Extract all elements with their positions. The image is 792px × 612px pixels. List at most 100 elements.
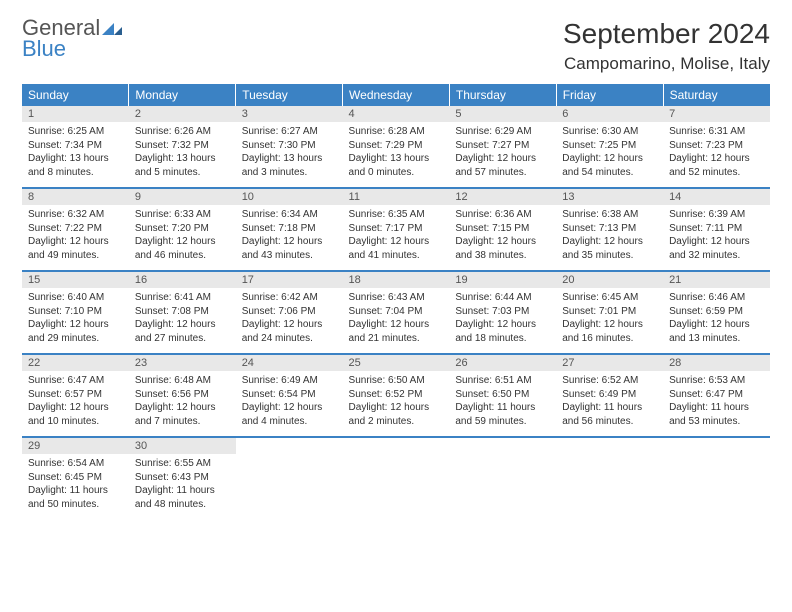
day-cell: Sunrise: 6:25 AMSunset: 7:34 PMDaylight:… — [22, 122, 129, 188]
daylight-text: Daylight: 13 hours — [349, 152, 444, 166]
sunset-text: Sunset: 7:20 PM — [135, 222, 230, 236]
daylight-text: Daylight: 12 hours — [28, 318, 123, 332]
daylight-text: and 46 minutes. — [135, 249, 230, 263]
day-cell: Sunrise: 6:55 AMSunset: 6:43 PMDaylight:… — [129, 454, 236, 519]
sunset-text: Sunset: 7:13 PM — [562, 222, 657, 236]
day-cell: Sunrise: 6:44 AMSunset: 7:03 PMDaylight:… — [449, 288, 556, 354]
sunset-text: Sunset: 7:08 PM — [135, 305, 230, 319]
day-number: 8 — [22, 188, 129, 205]
daynum-row: 15161718192021 — [22, 271, 770, 288]
daylight-text: and 48 minutes. — [135, 498, 230, 512]
sunrise-text: Sunrise: 6:27 AM — [242, 125, 337, 139]
day-cell: Sunrise: 6:30 AMSunset: 7:25 PMDaylight:… — [556, 122, 663, 188]
day-number: 17 — [236, 271, 343, 288]
sunrise-text: Sunrise: 6:47 AM — [28, 374, 123, 388]
sunset-text: Sunset: 7:34 PM — [28, 139, 123, 153]
weekday-header-row: Sunday Monday Tuesday Wednesday Thursday… — [22, 84, 770, 106]
sunrise-text: Sunrise: 6:48 AM — [135, 374, 230, 388]
day-number: 12 — [449, 188, 556, 205]
day-cell: Sunrise: 6:26 AMSunset: 7:32 PMDaylight:… — [129, 122, 236, 188]
daylight-text: and 10 minutes. — [28, 415, 123, 429]
weekday-header: Wednesday — [343, 84, 450, 106]
daylight-text: and 3 minutes. — [242, 166, 337, 180]
sunset-text: Sunset: 7:04 PM — [349, 305, 444, 319]
day-number: 1 — [22, 106, 129, 122]
day-number: 3 — [236, 106, 343, 122]
sunset-text: Sunset: 6:45 PM — [28, 471, 123, 485]
calendar-table: Sunday Monday Tuesday Wednesday Thursday… — [22, 84, 770, 519]
daylight-text: Daylight: 12 hours — [28, 235, 123, 249]
sunset-text: Sunset: 7:32 PM — [135, 139, 230, 153]
sunrise-text: Sunrise: 6:35 AM — [349, 208, 444, 222]
daylight-text: and 59 minutes. — [455, 415, 550, 429]
day-number: 2 — [129, 106, 236, 122]
sunrise-text: Sunrise: 6:53 AM — [669, 374, 764, 388]
day-number: 7 — [663, 106, 770, 122]
day-number: 9 — [129, 188, 236, 205]
sunset-text: Sunset: 7:06 PM — [242, 305, 337, 319]
sunrise-text: Sunrise: 6:31 AM — [669, 125, 764, 139]
day-number — [236, 437, 343, 454]
day-number: 5 — [449, 106, 556, 122]
sunset-text: Sunset: 6:43 PM — [135, 471, 230, 485]
day-cell: Sunrise: 6:28 AMSunset: 7:29 PMDaylight:… — [343, 122, 450, 188]
daylight-text: and 49 minutes. — [28, 249, 123, 263]
daylight-text: and 56 minutes. — [562, 415, 657, 429]
sunset-text: Sunset: 6:54 PM — [242, 388, 337, 402]
sunrise-text: Sunrise: 6:41 AM — [135, 291, 230, 305]
daylight-text: Daylight: 13 hours — [135, 152, 230, 166]
daylight-text: Daylight: 11 hours — [455, 401, 550, 415]
daylight-text: Daylight: 12 hours — [242, 235, 337, 249]
daylight-text: and 53 minutes. — [669, 415, 764, 429]
daylight-text: Daylight: 12 hours — [242, 401, 337, 415]
weekday-header: Thursday — [449, 84, 556, 106]
daylight-text: Daylight: 12 hours — [135, 235, 230, 249]
sunset-text: Sunset: 7:23 PM — [669, 139, 764, 153]
day-number: 11 — [343, 188, 450, 205]
sunset-text: Sunset: 7:25 PM — [562, 139, 657, 153]
day-number: 13 — [556, 188, 663, 205]
location: Campomarino, Molise, Italy — [563, 54, 770, 74]
weekday-header: Friday — [556, 84, 663, 106]
day-cell: Sunrise: 6:36 AMSunset: 7:15 PMDaylight:… — [449, 205, 556, 271]
weekday-header: Monday — [129, 84, 236, 106]
daylight-text: and 5 minutes. — [135, 166, 230, 180]
sunrise-text: Sunrise: 6:29 AM — [455, 125, 550, 139]
content-row: Sunrise: 6:32 AMSunset: 7:22 PMDaylight:… — [22, 205, 770, 271]
daylight-text: Daylight: 12 hours — [135, 318, 230, 332]
sunrise-text: Sunrise: 6:45 AM — [562, 291, 657, 305]
daynum-row: 891011121314 — [22, 188, 770, 205]
daylight-text: Daylight: 13 hours — [28, 152, 123, 166]
day-cell: Sunrise: 6:52 AMSunset: 6:49 PMDaylight:… — [556, 371, 663, 437]
daylight-text: Daylight: 11 hours — [28, 484, 123, 498]
sunrise-text: Sunrise: 6:52 AM — [562, 374, 657, 388]
day-number: 10 — [236, 188, 343, 205]
daynum-row: 22232425262728 — [22, 354, 770, 371]
day-number: 21 — [663, 271, 770, 288]
day-number: 4 — [343, 106, 450, 122]
daylight-text: and 50 minutes. — [28, 498, 123, 512]
daylight-text: Daylight: 11 hours — [669, 401, 764, 415]
day-cell: Sunrise: 6:45 AMSunset: 7:01 PMDaylight:… — [556, 288, 663, 354]
content-row: Sunrise: 6:54 AMSunset: 6:45 PMDaylight:… — [22, 454, 770, 519]
sunrise-text: Sunrise: 6:54 AM — [28, 457, 123, 471]
daylight-text: and 38 minutes. — [455, 249, 550, 263]
day-cell: Sunrise: 6:49 AMSunset: 6:54 PMDaylight:… — [236, 371, 343, 437]
day-number: 25 — [343, 354, 450, 371]
daylight-text: and 32 minutes. — [669, 249, 764, 263]
day-number: 27 — [556, 354, 663, 371]
sunrise-text: Sunrise: 6:25 AM — [28, 125, 123, 139]
daylight-text: and 52 minutes. — [669, 166, 764, 180]
logo-mark-icon — [102, 15, 122, 40]
daylight-text: and 2 minutes. — [349, 415, 444, 429]
day-number: 14 — [663, 188, 770, 205]
day-number — [343, 437, 450, 454]
day-cell: Sunrise: 6:53 AMSunset: 6:47 PMDaylight:… — [663, 371, 770, 437]
day-number: 6 — [556, 106, 663, 122]
daylight-text: Daylight: 12 hours — [349, 318, 444, 332]
daylight-text: and 8 minutes. — [28, 166, 123, 180]
weekday-header: Tuesday — [236, 84, 343, 106]
sunrise-text: Sunrise: 6:30 AM — [562, 125, 657, 139]
day-cell: Sunrise: 6:46 AMSunset: 6:59 PMDaylight:… — [663, 288, 770, 354]
daylight-text: Daylight: 13 hours — [242, 152, 337, 166]
